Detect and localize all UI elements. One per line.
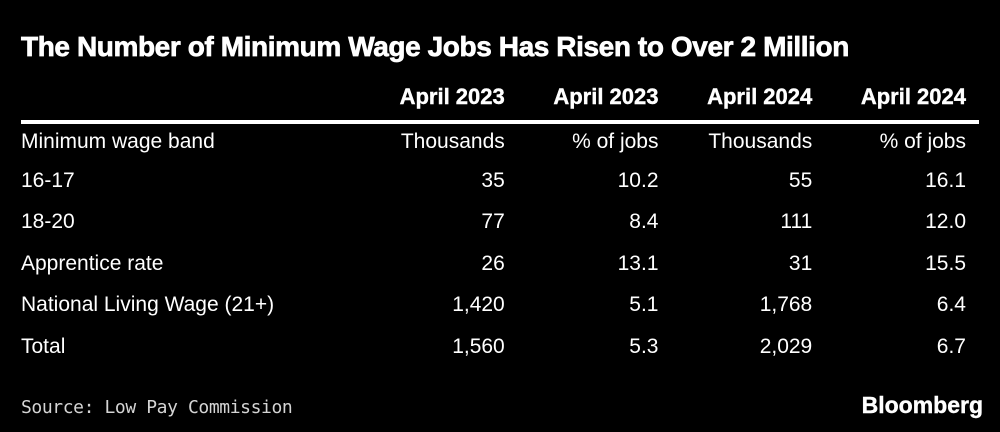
cell-value: 1,420 — [452, 293, 505, 317]
table-row-national-living-wage: National Living Wage (21+) 1,420 5.1 1,7… — [21, 285, 966, 327]
cell-value: 5.1 — [629, 293, 659, 317]
cell-value: 8.4 — [629, 210, 659, 234]
chart-title: The Number of Minimum Wage Jobs Has Rise… — [21, 31, 850, 63]
header-rule — [21, 120, 979, 124]
table-row-18-20: 18-20 77 8.4 111 12.0 — [21, 202, 966, 244]
column-header-thousands-2024: Thousands — [708, 130, 813, 153]
row-label: Apprentice rate — [21, 251, 164, 275]
cell-value: 5.3 — [629, 334, 659, 358]
row-label: 18-20 — [21, 210, 75, 234]
cell-value: 15.5 — [925, 251, 966, 275]
bloomberg-logo: Bloomberg — [861, 392, 983, 418]
cell-value: 35 — [481, 168, 505, 192]
table-row-total: Total 1,560 5.3 2,029 6.7 — [21, 326, 966, 368]
cell-value: 26 — [481, 251, 505, 275]
cell-value: 6.4 — [936, 293, 966, 317]
year-header-april-2023-pct: April 2023 — [553, 84, 659, 109]
cell-value: 31 — [788, 251, 813, 275]
table-row-apprentice-rate: Apprentice rate 26 13.1 31 15.5 — [21, 243, 966, 285]
cell-value: 2,029 — [759, 334, 813, 358]
footer: Source: Low Pay Commission Bloomberg — [21, 392, 983, 419]
year-header-april-2023-thousands: April 2023 — [399, 84, 505, 109]
cell-value: 10.2 — [617, 168, 659, 192]
source-credit: Source: Low Pay Commission — [21, 397, 293, 418]
column-header-pct-2023: % of jobs — [572, 130, 659, 153]
row-label: Total — [21, 334, 66, 358]
year-header-april-2024-thousands: April 2024 — [707, 84, 813, 109]
cell-value: 1,560 — [452, 334, 505, 358]
column-header-pct-2024: % of jobs — [879, 130, 966, 153]
cell-value: 6.7 — [936, 334, 966, 358]
row-label: National Living Wage (21+) — [21, 293, 275, 317]
cell-value: 12.0 — [925, 210, 966, 234]
cell-value: 111 — [780, 210, 813, 234]
cell-value: 1,768 — [759, 293, 813, 317]
cell-value: 13.1 — [617, 251, 659, 275]
cell-value: 55 — [788, 168, 813, 192]
row-label: 16-17 — [21, 168, 75, 192]
column-header-thousands-2023: Thousands — [400, 130, 505, 153]
column-header-row: Minimum wage band Thousands % of jobs Th… — [21, 124, 966, 160]
year-header-april-2024-pct: April 2024 — [860, 84, 967, 109]
data-table: April 2023 April 2023 April 2024 April 2… — [21, 84, 979, 368]
column-header-band: Minimum wage band — [21, 130, 215, 153]
table-row-16-17: 16-17 35 10.2 55 16.1 — [21, 160, 966, 202]
cell-value: 16.1 — [925, 168, 966, 192]
cell-value: 77 — [481, 210, 505, 234]
year-header-row: April 2023 April 2023 April 2024 April 2… — [21, 84, 966, 110]
